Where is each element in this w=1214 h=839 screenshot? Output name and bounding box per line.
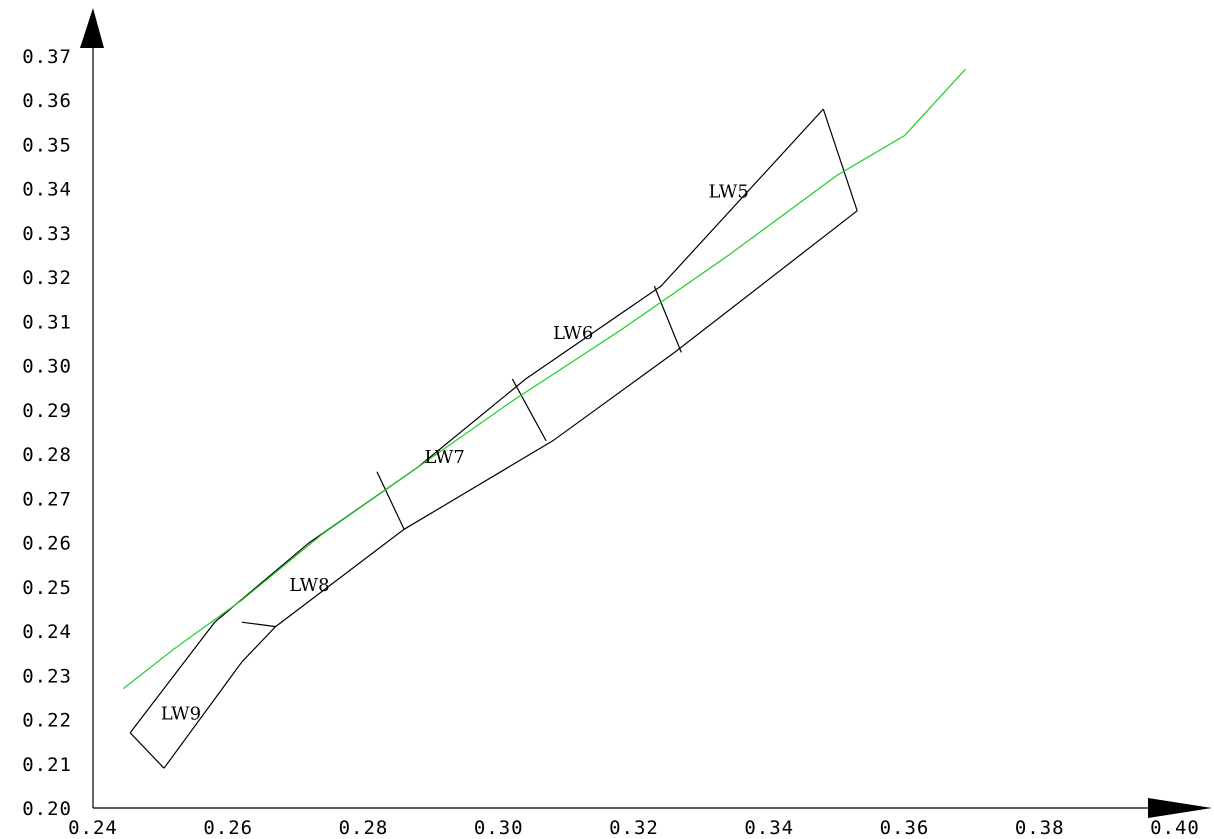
band-top-cap [822,108,858,211]
y-tick-label: 0.29 [22,400,72,422]
y-tick-label: 0.28 [22,444,72,466]
y-tick-label: 0.25 [22,577,72,599]
x-tick-label: 0.34 [744,817,794,839]
chart-marks [123,68,966,769]
y-tick-label: 0.27 [22,488,72,510]
y-tick-label: 0.26 [22,533,72,555]
band-lower-edge [163,210,858,769]
segment-divider [511,378,547,442]
segment-label: LW8 [289,575,329,596]
segment-divider [653,285,682,353]
x-tick-label: 0.28 [339,817,389,839]
y-axis-arrow-icon [80,8,104,48]
segment-labels: LW5 LW6 LW7 LW8 LW9 [161,182,749,725]
chart-axes [80,8,1212,818]
x-tick-label: 0.26 [203,817,253,839]
y-tick-label: 0.32 [22,267,72,289]
x-tick-label: 0.38 [1015,817,1065,839]
y-tick-label: 0.24 [22,621,72,643]
y-tick-label: 0.22 [22,710,72,732]
x-tick-label: 0.32 [609,817,659,839]
x-tick-label: 0.30 [474,817,524,839]
segment-label: LW6 [553,323,593,344]
y-tick-label: 0.30 [22,356,72,378]
segment-label: LW7 [424,447,464,468]
segment-divider [376,471,405,530]
segment-label: LW9 [161,704,201,725]
y-tick-label: 0.35 [22,134,72,156]
segment-label: LW5 [709,182,749,203]
segment-divider [241,621,276,628]
y-tick-label: 0.36 [22,90,72,112]
band-bottom-cap [129,732,165,769]
tick-labels: 0.24 0.26 0.28 0.30 0.32 0.34 0.36 0.38 0.40 0.20… [22,46,1200,839]
x-tick-label: 0.24 [68,817,118,839]
band-upper-edge [129,108,824,734]
y-tick-label: 0.33 [22,223,72,245]
x-tick-label: 0.36 [880,817,930,839]
y-tick-label: 0.20 [22,798,72,820]
x-tick-label: 0.40 [1150,817,1200,839]
y-tick-label: 0.31 [22,311,72,333]
x-axis-arrow-icon [1148,798,1212,818]
y-tick-label: 0.23 [22,665,72,687]
y-tick-label: 0.21 [22,754,72,776]
y-tick-label: 0.37 [22,46,72,68]
y-tick-label: 0.34 [22,179,72,201]
series-line [123,68,966,690]
